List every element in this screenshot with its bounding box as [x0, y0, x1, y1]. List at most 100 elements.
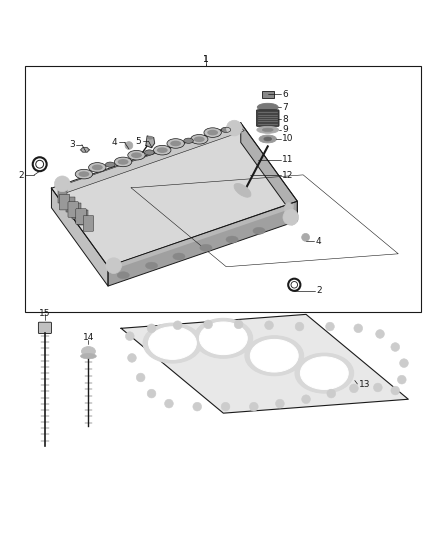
- Circle shape: [54, 176, 70, 192]
- Ellipse shape: [167, 139, 184, 148]
- Bar: [79, 210, 88, 225]
- Ellipse shape: [221, 127, 231, 133]
- Polygon shape: [57, 125, 244, 193]
- Circle shape: [265, 321, 273, 329]
- Ellipse shape: [128, 150, 145, 160]
- Polygon shape: [241, 123, 297, 221]
- Circle shape: [325, 322, 334, 331]
- Ellipse shape: [245, 336, 304, 376]
- Ellipse shape: [191, 134, 208, 144]
- Bar: [261, 91, 274, 98]
- Circle shape: [354, 324, 363, 333]
- Polygon shape: [121, 314, 408, 413]
- Ellipse shape: [117, 272, 129, 279]
- Text: 2: 2: [316, 286, 321, 295]
- Text: 1: 1: [203, 55, 209, 64]
- Ellipse shape: [81, 346, 95, 356]
- Circle shape: [391, 386, 399, 395]
- FancyBboxPatch shape: [256, 110, 279, 126]
- Circle shape: [391, 343, 399, 351]
- Ellipse shape: [106, 162, 115, 167]
- Bar: [72, 204, 81, 219]
- Circle shape: [302, 233, 310, 241]
- Polygon shape: [81, 148, 89, 152]
- Circle shape: [106, 258, 121, 273]
- Circle shape: [350, 384, 358, 393]
- Ellipse shape: [251, 340, 298, 372]
- Text: 8: 8: [282, 115, 288, 124]
- Ellipse shape: [286, 208, 295, 221]
- Circle shape: [125, 142, 133, 149]
- Text: 3: 3: [69, 140, 75, 149]
- Bar: [66, 197, 74, 212]
- Ellipse shape: [157, 147, 168, 153]
- Circle shape: [204, 320, 212, 329]
- Polygon shape: [51, 123, 297, 266]
- Ellipse shape: [154, 146, 171, 155]
- Text: 1: 1: [203, 55, 209, 64]
- Ellipse shape: [200, 244, 212, 251]
- Polygon shape: [108, 201, 297, 286]
- Ellipse shape: [257, 103, 278, 111]
- Ellipse shape: [199, 322, 247, 354]
- Ellipse shape: [173, 253, 185, 260]
- Bar: [25, 66, 421, 312]
- Text: 14: 14: [83, 333, 94, 342]
- Text: 4: 4: [112, 138, 117, 147]
- Ellipse shape: [284, 203, 293, 215]
- Circle shape: [276, 399, 284, 408]
- FancyBboxPatch shape: [68, 201, 78, 217]
- Circle shape: [127, 353, 136, 362]
- Ellipse shape: [262, 128, 273, 132]
- Ellipse shape: [288, 212, 297, 225]
- Circle shape: [250, 402, 258, 411]
- Text: 10: 10: [282, 134, 293, 143]
- Text: 13: 13: [359, 381, 370, 390]
- Circle shape: [234, 320, 243, 329]
- FancyBboxPatch shape: [39, 322, 51, 334]
- Ellipse shape: [259, 135, 276, 143]
- Text: 15: 15: [39, 309, 51, 318]
- Ellipse shape: [234, 183, 251, 197]
- Ellipse shape: [118, 159, 128, 165]
- Ellipse shape: [295, 353, 354, 393]
- Ellipse shape: [78, 171, 89, 177]
- Circle shape: [295, 322, 304, 331]
- Ellipse shape: [194, 136, 205, 142]
- FancyBboxPatch shape: [83, 215, 94, 231]
- Ellipse shape: [226, 236, 238, 243]
- Ellipse shape: [264, 137, 272, 141]
- Circle shape: [147, 389, 156, 398]
- Bar: [58, 188, 67, 204]
- FancyBboxPatch shape: [76, 208, 86, 224]
- Ellipse shape: [143, 323, 202, 363]
- Circle shape: [147, 324, 156, 333]
- Text: 9: 9: [282, 125, 288, 134]
- Ellipse shape: [170, 141, 181, 146]
- Ellipse shape: [81, 353, 96, 359]
- Circle shape: [283, 209, 299, 225]
- Ellipse shape: [257, 126, 279, 133]
- FancyBboxPatch shape: [59, 194, 70, 210]
- Ellipse shape: [131, 152, 142, 158]
- Circle shape: [374, 383, 382, 392]
- Ellipse shape: [148, 136, 153, 139]
- Ellipse shape: [75, 169, 92, 179]
- Text: 4: 4: [315, 237, 321, 246]
- Circle shape: [397, 375, 406, 384]
- Circle shape: [327, 389, 336, 398]
- Text: 11: 11: [282, 156, 293, 164]
- Text: 2: 2: [18, 171, 24, 180]
- Polygon shape: [110, 204, 294, 271]
- Text: 7: 7: [282, 103, 288, 112]
- Text: 12: 12: [282, 171, 293, 180]
- Circle shape: [173, 321, 182, 329]
- Ellipse shape: [300, 357, 348, 390]
- Circle shape: [221, 402, 230, 411]
- Circle shape: [376, 329, 385, 338]
- Circle shape: [226, 120, 242, 136]
- Circle shape: [165, 399, 173, 408]
- Circle shape: [399, 359, 408, 367]
- Circle shape: [302, 395, 311, 403]
- Ellipse shape: [253, 228, 265, 235]
